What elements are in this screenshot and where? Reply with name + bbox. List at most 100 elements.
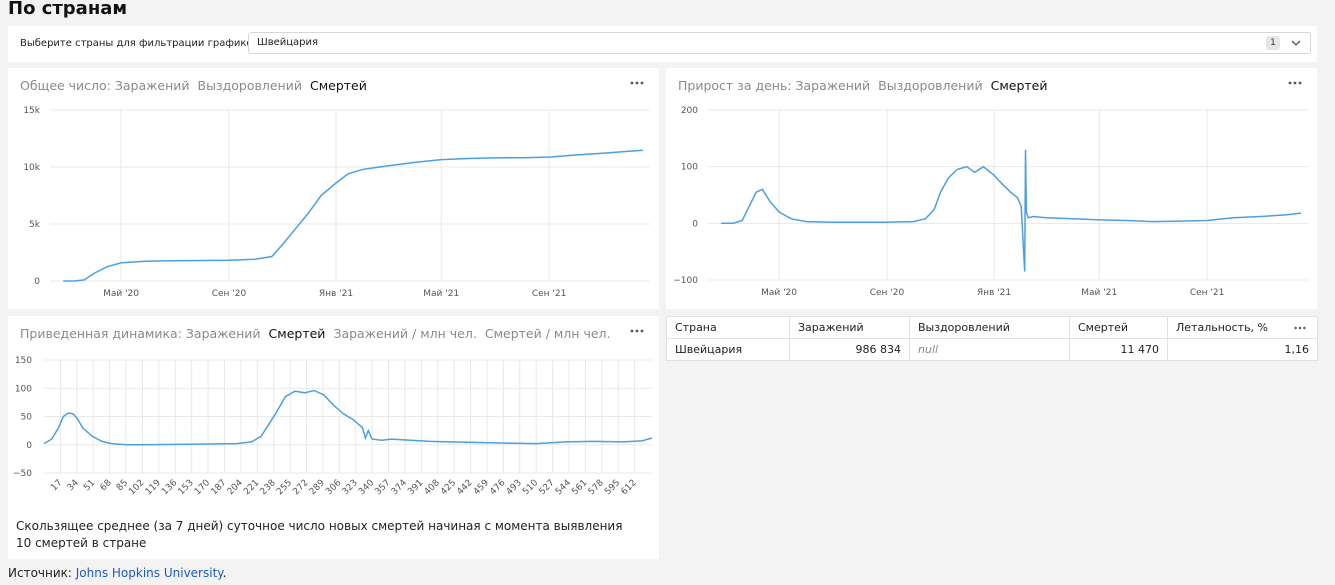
- table-cell: 1,16: [1167, 338, 1318, 361]
- y-tick-label: −50: [13, 469, 32, 479]
- series-line: [721, 149, 1302, 272]
- x-tick-label: 34: [66, 478, 81, 493]
- x-tick-label: 68: [99, 478, 114, 493]
- x-tick-label: Янв '21: [977, 288, 1011, 298]
- series-line: [43, 389, 653, 446]
- chart-tab[interactable]: Смертей / млн чел.: [484, 326, 611, 341]
- y-tick-label: −100: [673, 276, 698, 286]
- x-tick-label: 136: [160, 478, 179, 497]
- daily-chart-tabs: Прирост за день: Заражений Выздоровлений С…: [678, 78, 1055, 93]
- source-link[interactable]: Johns Hopkins University: [75, 566, 223, 580]
- chart-tab[interactable]: Прирост за день: Заражений: [678, 78, 871, 93]
- x-tick-label: 425: [439, 478, 458, 497]
- x-tick-label: 510: [521, 478, 540, 497]
- total-chart-card: 0 5k 10k 15k Май '20 Сен '20 Янв '21 Май '21 Сен…: [8, 68, 659, 309]
- chart-tab[interactable]: Выздоровлений: [878, 78, 983, 93]
- x-tick-label: 357: [373, 478, 392, 497]
- x-tick-label: 51: [82, 478, 97, 493]
- chart-tab[interactable]: Смертей: [268, 326, 326, 341]
- x-tick-label: Сен '21: [532, 289, 567, 299]
- x-tick-label: Май '21: [1081, 288, 1117, 298]
- table-header[interactable]: Смертей: [1069, 316, 1168, 339]
- x-tick-label: 442: [455, 478, 474, 497]
- source-note: Источник: Johns Hopkins University.: [8, 566, 227, 580]
- table-header[interactable]: Заражений: [789, 316, 910, 339]
- country-filter-value: Швейцария: [257, 37, 319, 48]
- x-tick-label: 255: [275, 478, 294, 497]
- table-header[interactable]: Летальность, %: [1167, 316, 1318, 339]
- x-tick-label: Май '20: [103, 289, 139, 299]
- chart-tab[interactable]: Общее число: Заражений: [20, 78, 190, 93]
- x-tick-label: 493: [505, 478, 524, 497]
- y-tick-label: 50: [21, 413, 33, 423]
- x-tick-label: 221: [242, 478, 261, 497]
- country-filter-label: Выберите страны для фильтрации графиков:: [20, 38, 262, 49]
- more-options-icon[interactable]: [629, 328, 645, 334]
- y-tick-label: 15k: [23, 106, 40, 116]
- x-tick-label: 544: [554, 478, 573, 497]
- x-tick-label: Сен '20: [870, 288, 905, 298]
- x-tick-label: Янв '21: [319, 289, 353, 299]
- x-tick-label: 289: [308, 478, 327, 497]
- x-tick-label: 153: [177, 478, 196, 497]
- x-tick-label: Сен '21: [1190, 288, 1225, 298]
- dynamics-chart-card: −50 0 50 100 150 17 34 51 68 85 102 119 136 153 170 187…: [8, 316, 659, 559]
- chart-tab[interactable]: Выздоровлений: [197, 78, 302, 93]
- chevron-down-icon[interactable]: [1290, 37, 1302, 49]
- country-filter-panel: Выберите страны для фильтрации графиков:…: [8, 26, 1317, 62]
- x-tick-label: 17: [49, 478, 64, 493]
- selected-count-badge: 1: [1266, 36, 1280, 50]
- daily-chart-card: −100 0 100 200 Май '20 Сен '20 Янв '21 Май '21 С…: [666, 68, 1317, 309]
- x-tick-label: 459: [472, 478, 491, 497]
- series-line: [63, 149, 644, 282]
- y-tick-label: 150: [15, 356, 32, 366]
- y-tick-label: 10k: [23, 163, 40, 173]
- table-cell: Швейцария: [666, 338, 790, 361]
- x-tick-label: 102: [127, 478, 146, 497]
- more-options-icon[interactable]: [1293, 325, 1307, 331]
- table-cell: 986 834: [789, 338, 910, 361]
- daily-deaths-chart: −100 0 100 200 Май '20 Сен '20 Янв '21 Май '21 С…: [673, 106, 1308, 298]
- table-header-row: Страна Заражений Выздоровлений Смертей Л…: [666, 316, 1318, 339]
- y-tick-label: 100: [681, 163, 698, 173]
- source-prefix: Источник:: [8, 566, 76, 580]
- table-header[interactable]: Выздоровлений: [909, 316, 1070, 339]
- chart-tab[interactable]: Заражений / млн чел.: [333, 326, 477, 341]
- table-header[interactable]: Страна: [666, 316, 790, 339]
- table-cell: null: [909, 338, 1070, 361]
- y-tick-label: 0: [692, 219, 698, 229]
- x-tick-label: 476: [488, 478, 507, 497]
- dynamics-chart-tabs: Приведенная динамика: Заражений Смертей За…: [20, 326, 619, 341]
- x-tick-label: Май '20: [761, 288, 797, 298]
- more-options-icon[interactable]: [1287, 80, 1303, 86]
- x-tick-label: 595: [603, 478, 622, 497]
- x-tick-label: 204: [226, 478, 245, 497]
- more-options-icon[interactable]: [629, 80, 645, 86]
- chart-tab[interactable]: Смертей: [309, 78, 367, 93]
- x-tick-label: 238: [259, 478, 278, 497]
- total-chart-tabs: Общее число: Заражений Выздоровлений Смерт…: [20, 78, 375, 93]
- country-filter-select[interactable]: Швейцария 1: [248, 32, 1311, 54]
- table-cell: 11 470: [1069, 338, 1168, 361]
- x-tick-label: 527: [537, 478, 556, 497]
- x-tick-label: 170: [193, 478, 212, 497]
- y-tick-label: 5k: [29, 220, 41, 230]
- y-tick-label: 100: [15, 384, 32, 394]
- table-header-label: Летальность, %: [1176, 321, 1269, 334]
- x-tick-label: 408: [423, 478, 442, 497]
- x-tick-label: 612: [620, 478, 639, 497]
- dynamics-footnote: Скользящее среднее (за 7 дней) суточное …: [16, 519, 623, 550]
- chart-tab[interactable]: Смертей: [990, 78, 1048, 93]
- x-tick-label: 306: [324, 478, 343, 497]
- x-tick-label: Сен '20: [212, 289, 247, 299]
- x-tick-label: 272: [291, 478, 310, 497]
- x-tick-label: 561: [570, 478, 589, 497]
- x-tick-label: Май '21: [423, 289, 459, 299]
- chart-tab[interactable]: Приведенная динамика: Заражений: [20, 326, 261, 341]
- x-tick-label: 340: [357, 478, 376, 497]
- y-tick-label: 0: [34, 277, 40, 287]
- total-deaths-chart: 0 5k 10k 15k Май '20 Сен '20 Янв '21 Май '21 Сен…: [23, 106, 650, 299]
- y-tick-label: 200: [681, 106, 698, 116]
- page-title: По странам: [8, 0, 128, 19]
- x-tick-label: 391: [406, 478, 425, 497]
